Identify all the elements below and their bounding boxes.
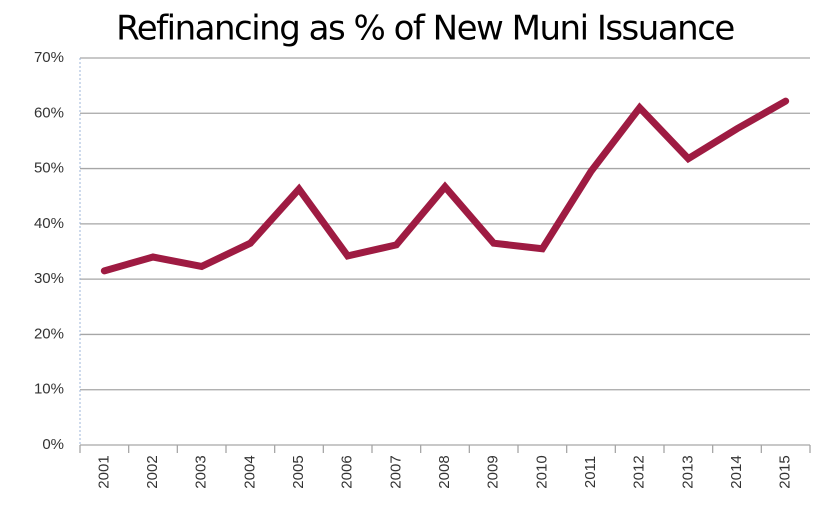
x-tick-label: 2015 xyxy=(777,455,794,488)
y-tick-label: 0% xyxy=(42,436,64,453)
y-tick-label: 50% xyxy=(34,160,64,177)
x-tick-label: 2013 xyxy=(679,455,696,488)
x-tick-label: 2007 xyxy=(387,455,404,488)
x-tick-label: 2012 xyxy=(631,455,648,488)
data-line xyxy=(100,97,790,275)
x-tick-label: 2010 xyxy=(533,455,550,488)
x-tick-label: 2003 xyxy=(193,455,210,488)
x-tick-label: 2014 xyxy=(728,455,745,488)
x-tick-label: 2002 xyxy=(144,455,161,488)
y-tick-label: 10% xyxy=(34,381,64,398)
y-tick-label: 70% xyxy=(34,49,64,66)
x-tick-label: 2006 xyxy=(339,455,356,488)
y-tick-label: 30% xyxy=(34,270,64,287)
x-tick-label: 2005 xyxy=(290,455,307,488)
chart-title: Refinancing as % of New Muni Issuance xyxy=(116,9,734,49)
x-tick-label: 2001 xyxy=(95,455,112,488)
x-tick-label: 2011 xyxy=(582,456,599,488)
x-tick-label: 2008 xyxy=(436,455,453,488)
y-tick-label: 40% xyxy=(34,215,64,232)
x-tick-label: 2004 xyxy=(241,455,258,488)
y-tick-label: 20% xyxy=(34,325,64,342)
x-tick-label: 2009 xyxy=(485,455,502,488)
y-tick-label: 60% xyxy=(34,104,64,121)
